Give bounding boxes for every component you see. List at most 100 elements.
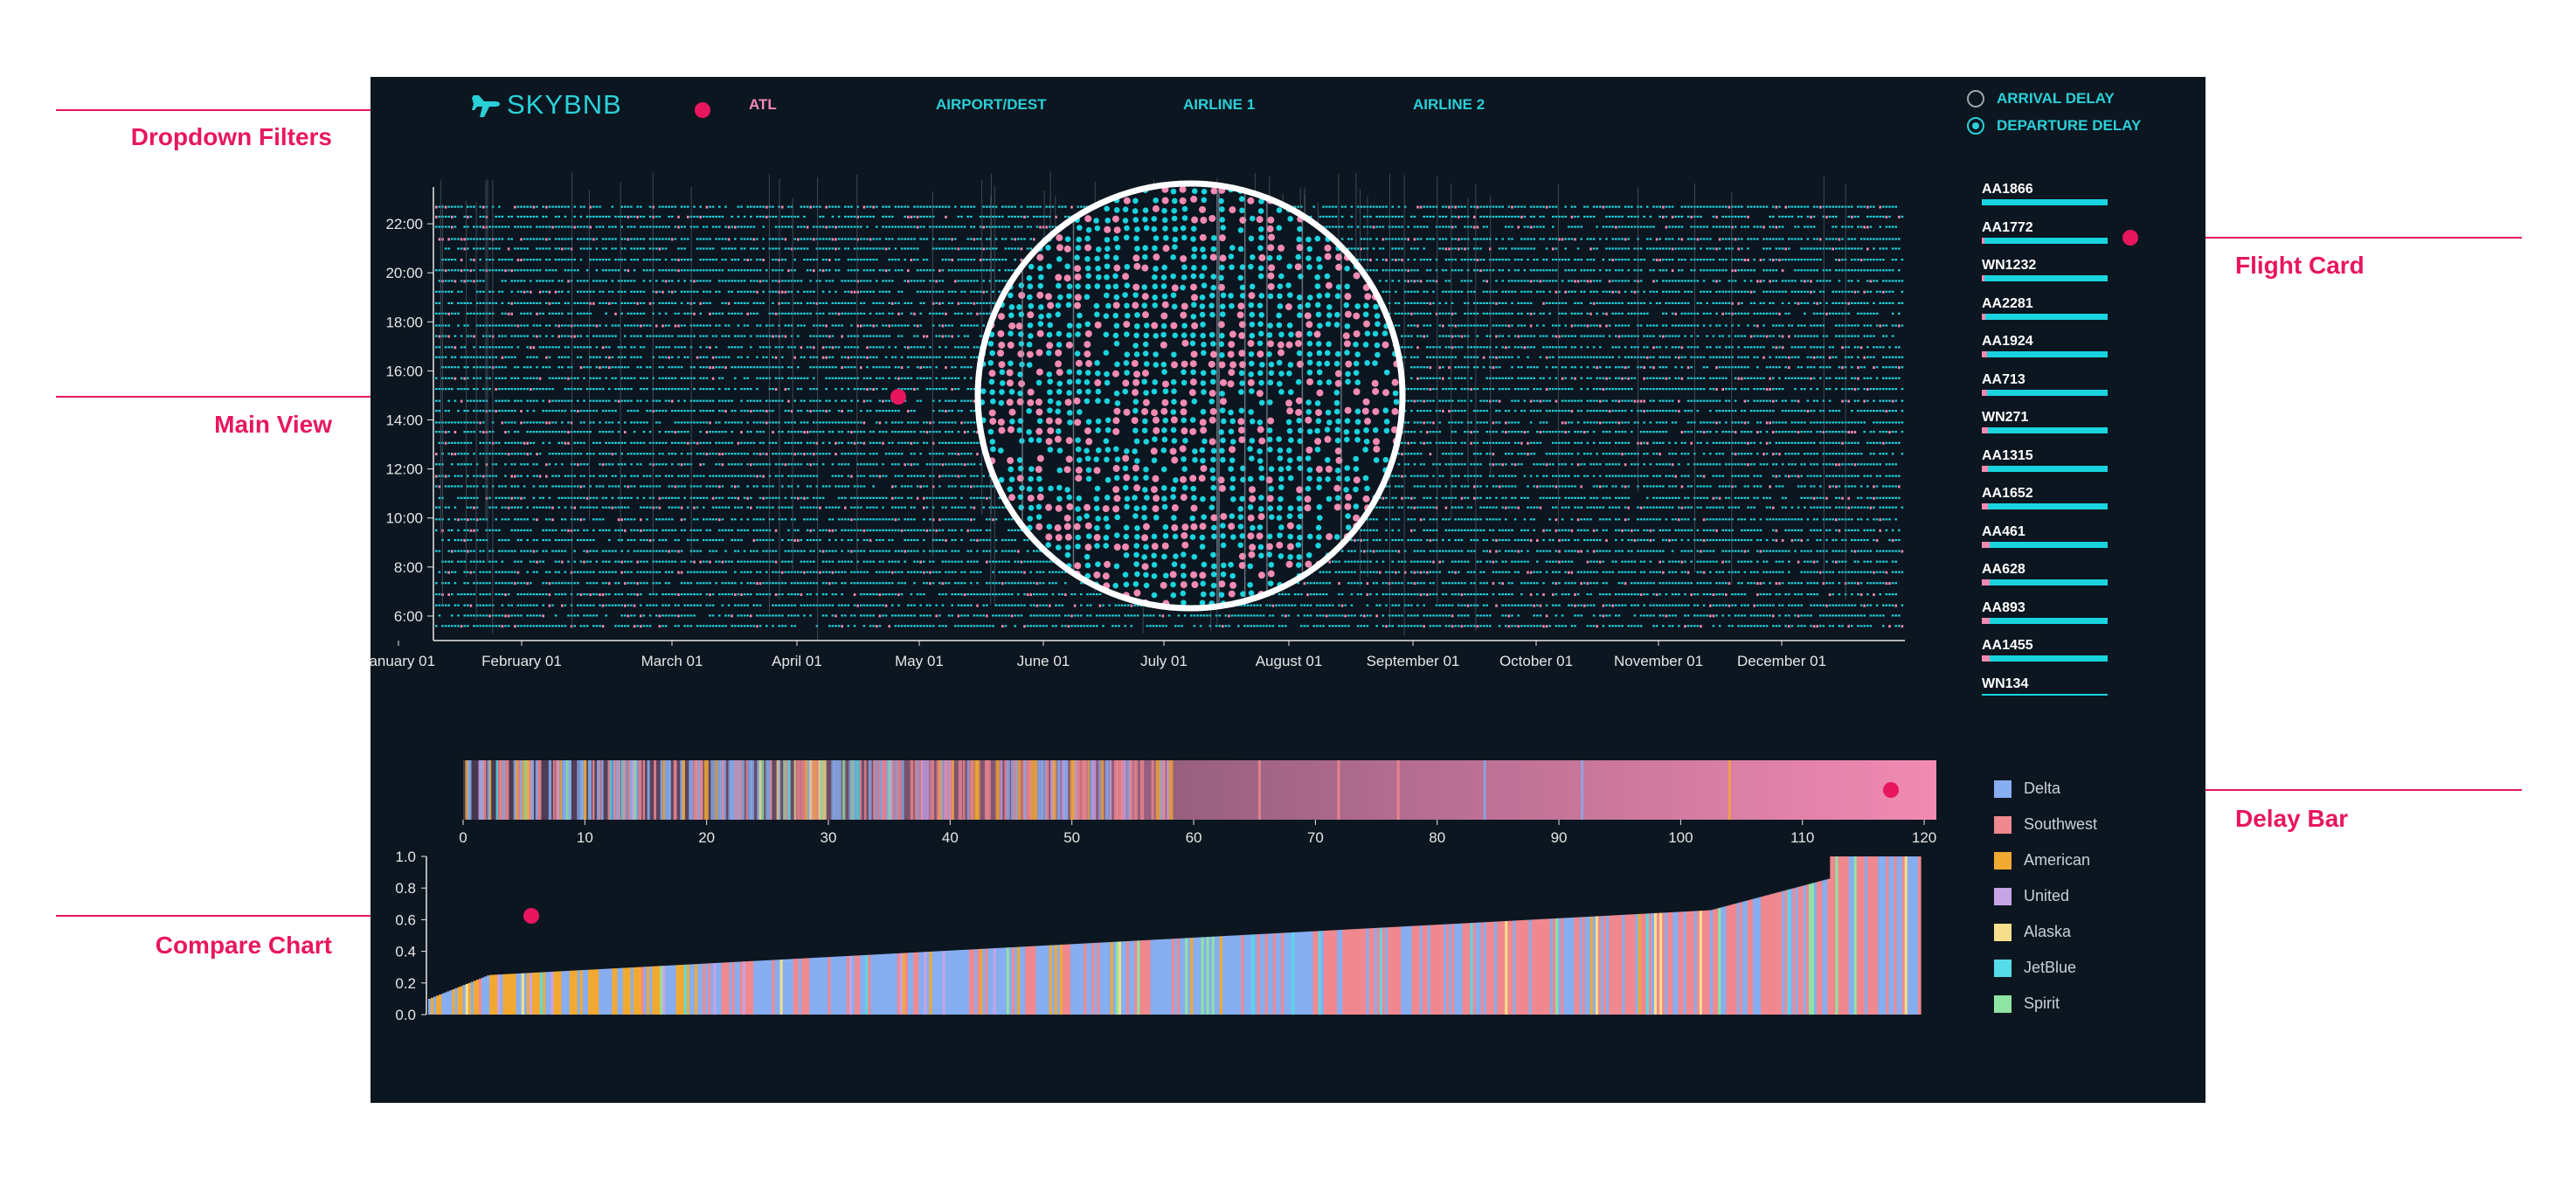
flight-point [583,604,585,606]
flight-point [1891,496,1894,499]
flight-point [1592,560,1596,563]
flight-point [627,506,630,509]
flight-point [1875,550,1879,552]
annotation-dot [1883,782,1899,798]
flight-point [1369,592,1372,596]
flight-point [900,475,904,477]
flight-point [951,560,953,563]
flight-point [1454,550,1457,552]
flight-point [1316,582,1319,585]
radio-circle[interactable] [1967,117,1984,135]
flight-point [1778,571,1781,573]
flight-point [1894,496,1897,499]
radio-departure-delay[interactable]: DEPARTURE DELAY [1967,117,2141,135]
flight-point [740,560,743,563]
flight-point [1747,496,1749,499]
flight-point [467,604,469,606]
flight-point [1633,604,1637,606]
filter-dropdown-airport[interactable]: ATL [749,96,777,113]
flight-point [1857,550,1859,552]
flight-point [1832,571,1834,573]
flight-point [711,592,715,596]
flight-point [1498,571,1501,573]
flight-point [1334,625,1338,627]
flight-point [1888,496,1891,499]
flight-point [1008,538,1010,542]
flight-point [1812,582,1816,585]
flight-point [935,614,938,618]
flight-point [1743,571,1747,573]
flight-point [1055,625,1057,627]
flight-point [1561,592,1564,596]
flight-point [554,625,557,627]
flight-point [1737,592,1740,596]
flight-point [740,518,743,521]
flight-point [548,496,551,499]
flight-point [1643,529,1645,531]
flight-point [1423,604,1425,606]
flight-point [1029,571,1032,573]
flight-point [1718,518,1721,521]
flight-point [608,538,611,542]
flight-point [1800,582,1803,585]
flight-point [797,496,800,500]
flight-point [693,538,696,542]
flight-point [862,538,866,542]
flight-point [821,571,825,573]
flight-point [577,582,579,585]
flight-point [693,518,696,521]
flight-point [831,582,834,585]
flight-point [1602,529,1605,531]
flight-point [844,506,847,509]
flight-point [882,529,884,531]
flight-point [1529,625,1533,627]
flight-point [1615,496,1617,499]
flight-point [617,496,620,499]
flight-point [1869,571,1873,573]
flight-point [790,625,793,627]
flight-point [1756,538,1759,542]
main-view-chart[interactable]: 6:008:0010:0012:0014:0016:0018:0020:0022… [370,77,2206,671]
flight-point [1391,604,1394,606]
flight-point [648,592,652,596]
flight-point [1639,506,1643,509]
flight-point [1759,518,1762,521]
flight-point [960,592,963,596]
flight-point [1020,582,1023,585]
flight-point [973,592,976,596]
flight-point [743,475,746,477]
filter-dropdown-destination[interactable]: AIRPORT/DEST [936,96,1047,113]
flight-point [1583,529,1586,531]
flight-point [797,538,800,542]
filter-dropdown-airline-1[interactable]: AIRLINE 1 [1183,96,1256,113]
flight-point [1401,560,1403,563]
flight-point [897,496,900,499]
flight-point [614,571,617,573]
flight-point [1649,604,1652,606]
flight-point [860,592,862,596]
flight-point [740,604,743,606]
flight-point [614,529,617,531]
flight-point [1592,485,1596,488]
flight-point [482,571,485,573]
flight-point [661,518,664,521]
radio-circle[interactable] [1967,90,1984,107]
flight-point [668,475,670,477]
filter-dropdown-airline-2[interactable]: AIRLINE 2 [1413,96,1485,113]
radio-arrival-delay[interactable]: ARRIVAL DELAY [1967,90,2115,107]
flight-point [1825,614,1828,617]
flight-point [1454,485,1457,488]
flight-point [762,560,765,563]
flight-point [435,604,438,606]
flight-point [913,625,916,627]
flight-point [813,496,815,499]
flight-point [523,582,526,585]
flight-point [913,518,916,521]
flight-point [1492,571,1495,573]
flight-point [1879,550,1881,552]
flight-point [1360,582,1362,585]
flight-point [1001,560,1004,563]
flight-point [1505,592,1507,596]
flight-point [844,614,847,617]
flight-point [800,592,803,596]
